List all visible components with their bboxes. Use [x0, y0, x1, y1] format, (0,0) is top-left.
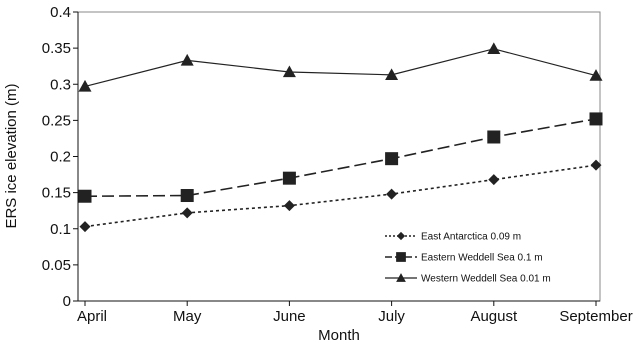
data-point — [282, 171, 296, 185]
y-tick-label: 0.25 — [42, 112, 71, 129]
data-point — [78, 79, 92, 92]
data-point — [282, 65, 296, 78]
y-tick-label: 0.15 — [42, 185, 71, 202]
series-diamond — [79, 159, 602, 233]
data-point — [589, 69, 603, 81]
x-tick-label: August — [470, 308, 518, 325]
series-layer — [78, 42, 603, 233]
y-tick-label: 0.3 — [50, 76, 71, 93]
legend-marker — [396, 231, 406, 241]
data-point — [589, 112, 603, 126]
data-point — [487, 130, 501, 144]
legend-item: East Antarctica 0.09 m — [385, 232, 521, 243]
data-point — [79, 221, 91, 233]
data-point — [385, 152, 399, 166]
legend-label: Western Weddell Sea 0.01 m — [421, 274, 551, 285]
data-point — [78, 189, 92, 203]
y-axis-title: ERS ice elevation (m) — [3, 83, 20, 228]
series-triangle — [78, 42, 603, 92]
legend-item: Western Weddell Sea 0.01 m — [385, 273, 551, 285]
x-tick-label: June — [273, 308, 306, 325]
data-point — [386, 188, 398, 200]
series-line — [84, 164, 597, 228]
y-tick-label: 0.05 — [42, 257, 71, 274]
x-tick-label: July — [378, 308, 405, 325]
data-point — [180, 189, 194, 203]
y-tick-label: 0 — [63, 293, 71, 310]
data-point — [283, 200, 295, 212]
legend-marker — [396, 252, 406, 262]
x-tick-label: September — [559, 308, 632, 325]
y-tick-label: 0.2 — [50, 149, 71, 166]
x-axis-title: Month — [318, 327, 360, 344]
data-point — [488, 174, 500, 186]
y-axis-ticks: 0 0.05 0.1 0.15 0.2 0.25 0.3 0.35 0.4 — [42, 4, 78, 310]
data-point — [487, 42, 501, 55]
series-square — [78, 112, 603, 203]
data-point — [180, 53, 194, 66]
x-tick-label: April — [77, 308, 107, 325]
data-point — [590, 159, 602, 171]
legend-item: Eastern Weddell Sea 0.1 m — [385, 252, 543, 264]
data-point — [385, 68, 399, 81]
series-line — [84, 118, 597, 198]
x-tick-label: May — [173, 308, 202, 325]
legend: East Antarctica 0.09 m Eastern Weddell Se… — [385, 232, 551, 285]
legend-label: East Antarctica 0.09 m — [421, 232, 521, 243]
y-tick-label: 0.35 — [42, 40, 71, 57]
y-tick-label: 0.1 — [50, 221, 71, 238]
data-point — [181, 207, 193, 219]
legend-marker — [396, 273, 406, 282]
legend-label: Eastern Weddell Sea 0.1 m — [421, 253, 543, 264]
y-tick-label: 0.4 — [50, 4, 71, 21]
series-line — [84, 48, 597, 87]
x-axis-ticks: April May June July August September — [77, 301, 633, 325]
